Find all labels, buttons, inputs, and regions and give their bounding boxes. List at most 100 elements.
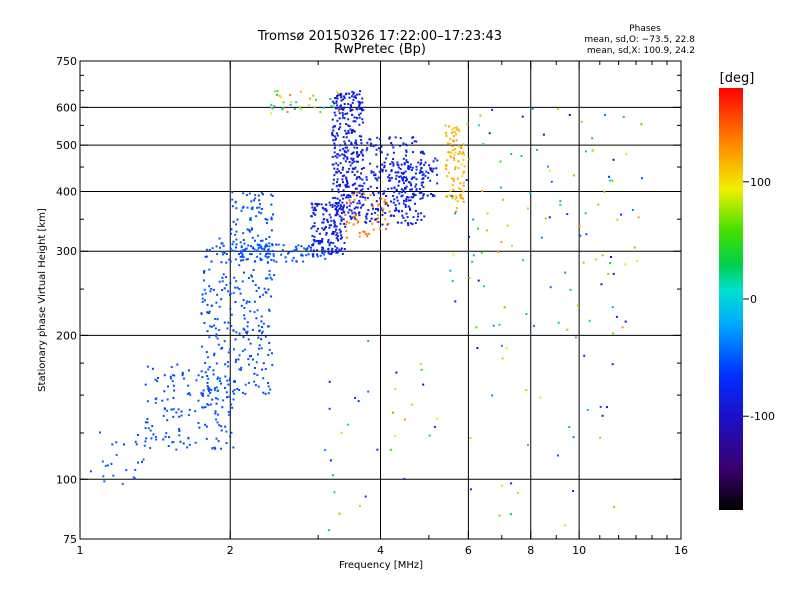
echo-point xyxy=(230,403,233,406)
echo-point xyxy=(230,431,233,434)
echo-point xyxy=(356,93,358,96)
echo-point xyxy=(360,135,363,138)
echo-point xyxy=(215,335,218,338)
echo-point xyxy=(243,306,246,309)
echo-point xyxy=(338,215,341,218)
echo-point xyxy=(488,132,491,135)
echo-point xyxy=(511,244,513,247)
echo-point xyxy=(218,280,221,283)
echo-point xyxy=(255,215,258,218)
echo-point xyxy=(462,200,465,203)
echo-point xyxy=(142,458,145,461)
echo-point xyxy=(393,209,396,212)
echo-point xyxy=(392,201,395,204)
echo-point xyxy=(247,381,250,384)
echo-point xyxy=(354,214,357,217)
echo-point xyxy=(380,197,383,200)
echo-point xyxy=(564,271,567,274)
echo-point xyxy=(229,293,231,296)
echo-point xyxy=(246,258,249,261)
echo-point xyxy=(422,193,425,196)
echo-point xyxy=(220,429,223,432)
echo-point xyxy=(403,418,406,421)
echo-point xyxy=(446,159,449,162)
echo-point xyxy=(366,235,369,238)
echo-point xyxy=(340,194,343,197)
echo-point xyxy=(243,317,246,320)
echo-point xyxy=(517,491,520,494)
echo-point xyxy=(207,394,210,397)
echo-point xyxy=(232,291,235,294)
echo-point xyxy=(234,286,237,289)
echo-point xyxy=(333,491,336,494)
echo-point xyxy=(347,131,350,134)
echo-point xyxy=(231,249,234,252)
echo-point xyxy=(379,150,382,153)
echo-point xyxy=(364,495,367,498)
echo-point xyxy=(216,398,219,401)
echo-point xyxy=(227,351,230,354)
echo-point xyxy=(271,244,274,247)
echo-point xyxy=(202,406,205,409)
echo-point xyxy=(398,210,400,213)
echo-point xyxy=(215,397,217,400)
echo-point xyxy=(267,252,269,255)
echo-point xyxy=(235,207,238,210)
x-tick-label: 10 xyxy=(572,544,586,557)
echo-point xyxy=(144,421,147,424)
echo-point xyxy=(412,192,415,195)
echo-point xyxy=(231,243,234,246)
grid-lines xyxy=(80,61,681,539)
echo-point xyxy=(303,247,306,250)
echo-point xyxy=(270,103,273,106)
echo-point xyxy=(385,195,388,197)
echo-point xyxy=(315,209,317,212)
echo-point xyxy=(242,205,245,208)
echo-point xyxy=(362,193,365,196)
echo-point xyxy=(396,221,399,224)
echo-point xyxy=(383,190,386,193)
echo-point xyxy=(372,192,375,194)
echo-point xyxy=(132,476,135,479)
echo-point xyxy=(463,165,466,168)
echo-point xyxy=(420,191,423,194)
echo-point xyxy=(248,229,251,232)
echo-point xyxy=(246,206,249,209)
echo-point xyxy=(202,392,204,395)
echo-point xyxy=(240,245,243,248)
echo-point xyxy=(420,368,423,371)
echo-point xyxy=(256,206,259,209)
echo-point xyxy=(259,252,262,255)
echo-point xyxy=(180,414,183,417)
echo-point xyxy=(448,125,451,128)
echo-point xyxy=(314,202,317,205)
echo-point xyxy=(349,196,352,199)
echo-point xyxy=(351,171,354,173)
echo-point xyxy=(342,193,345,196)
echo-point xyxy=(268,341,271,344)
echo-point xyxy=(611,179,614,182)
echo-point xyxy=(215,362,218,365)
echo-point xyxy=(337,164,340,167)
echo-point xyxy=(248,363,250,366)
echo-point xyxy=(341,153,344,156)
echo-point xyxy=(375,148,378,151)
echo-point xyxy=(205,248,208,251)
echo-point xyxy=(381,214,384,216)
echo-point xyxy=(579,225,582,228)
echo-point xyxy=(369,220,372,223)
echo-point xyxy=(322,228,325,231)
echo-point xyxy=(242,239,245,241)
echo-point xyxy=(383,201,386,203)
echo-point xyxy=(376,165,379,168)
echo-point xyxy=(564,524,567,527)
echo-point xyxy=(222,273,225,276)
echo-point xyxy=(344,213,347,216)
echo-point xyxy=(376,220,379,223)
echo-point xyxy=(413,140,416,143)
echo-point xyxy=(417,161,420,164)
echo-point xyxy=(404,186,407,189)
echo-point xyxy=(449,138,452,140)
echo-point xyxy=(243,314,246,317)
echo-point xyxy=(411,223,414,226)
